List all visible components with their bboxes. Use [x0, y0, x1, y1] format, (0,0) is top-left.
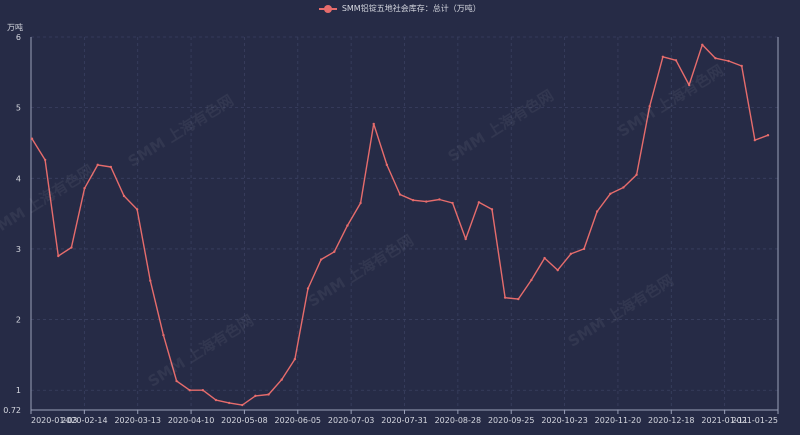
data-point: [464, 237, 467, 241]
y-tick-label: 1: [16, 386, 21, 395]
data-point: [425, 200, 428, 203]
legend-label: SMM铝锭五地社会库存：总计（万吨）: [341, 4, 481, 13]
data-point: [70, 246, 73, 249]
x-tick-label: 2020-12-18: [648, 416, 695, 425]
data-point: [346, 224, 349, 227]
data-point: [241, 403, 244, 407]
data-point: [30, 137, 34, 140]
data-point: [582, 247, 586, 251]
y-axis-unit-label: 万吨: [7, 23, 23, 32]
series-line: [30, 43, 770, 407]
y-axis-ticks: 0.72 1 2 3 4 5 6: [3, 33, 21, 415]
data-point: [280, 378, 283, 381]
data-point: [490, 208, 494, 211]
x-tick-label: 2020-02-14: [61, 416, 108, 425]
data-point: [188, 389, 191, 392]
data-point: [201, 389, 205, 392]
x-tick-label: 2020-09-25: [488, 416, 535, 425]
data-point: [635, 173, 638, 176]
x-tick-label: 2020-03-13: [114, 416, 161, 425]
data-point: [43, 158, 47, 162]
data-point: [543, 256, 546, 260]
data-point: [162, 333, 165, 337]
data-point: [175, 379, 178, 383]
data-point: [766, 133, 770, 137]
x-tick-label: 2020-11-20: [595, 416, 642, 425]
grid-lines: [31, 36, 778, 410]
data-point: [740, 64, 743, 68]
y-tick-label: 6: [16, 33, 21, 42]
data-point: [359, 201, 362, 205]
data-point: [438, 198, 441, 201]
data-point: [674, 59, 678, 62]
x-tick-label: 2020-08-28: [435, 416, 482, 425]
x-tick-label: 2020-05-08: [221, 416, 268, 425]
legend[interactable]: SMM铝锭五地社会库存：总计（万吨）: [0, 3, 800, 14]
x-tick-label: 2020-07-31: [381, 416, 428, 425]
data-point: [57, 254, 60, 258]
data-point: [398, 193, 402, 196]
data-point: [122, 194, 126, 198]
x-tick-label: 2020-07-03: [328, 416, 375, 425]
data-point: [227, 401, 231, 405]
data-point: [687, 83, 691, 87]
data-point: [503, 296, 507, 299]
x-tick-label: 2020-10-23: [541, 416, 588, 425]
data-point: [622, 186, 625, 189]
data-point: [517, 297, 520, 301]
x-tick-label: 2021-01-25: [732, 416, 779, 425]
data-point: [569, 252, 573, 256]
y-tick-label: 3: [16, 245, 21, 254]
data-point: [372, 122, 375, 126]
data-point: [109, 165, 113, 169]
data-point: [149, 279, 152, 282]
data-point: [333, 250, 336, 253]
data-point: [595, 210, 599, 213]
x-tick-label: 2020-04-10: [168, 416, 215, 425]
x-tick-label: 2020-06-05: [275, 416, 322, 425]
data-point: [753, 138, 757, 142]
data-point: [648, 105, 651, 108]
data-point: [267, 393, 270, 396]
data-point: [451, 201, 454, 205]
legend-marker-icon: [319, 4, 338, 13]
data-point: [714, 56, 717, 60]
data-point: [293, 357, 297, 361]
data-point: [701, 43, 704, 46]
y-tick-label: 2: [16, 316, 21, 325]
data-point: [214, 398, 218, 402]
y-tick-label: 4: [16, 174, 21, 183]
x-tick-label: 2021-01-11: [701, 416, 748, 425]
data-point: [477, 201, 481, 204]
data-point: [411, 198, 415, 202]
data-point: [609, 192, 612, 196]
x-tick-label: 2020-01-03: [31, 416, 78, 425]
data-point: [96, 163, 99, 167]
data-point: [556, 268, 559, 272]
data-point: [385, 163, 389, 167]
data-point: [135, 208, 139, 211]
data-point: [727, 59, 730, 63]
y-tick-label: 0.72: [3, 406, 21, 415]
data-point: [661, 55, 665, 58]
data-point: [530, 278, 533, 282]
y-tick-label: 5: [16, 104, 21, 113]
data-point: [319, 258, 323, 261]
data-point: [254, 394, 257, 398]
data-point: [306, 287, 310, 290]
data-point: [83, 186, 86, 190]
